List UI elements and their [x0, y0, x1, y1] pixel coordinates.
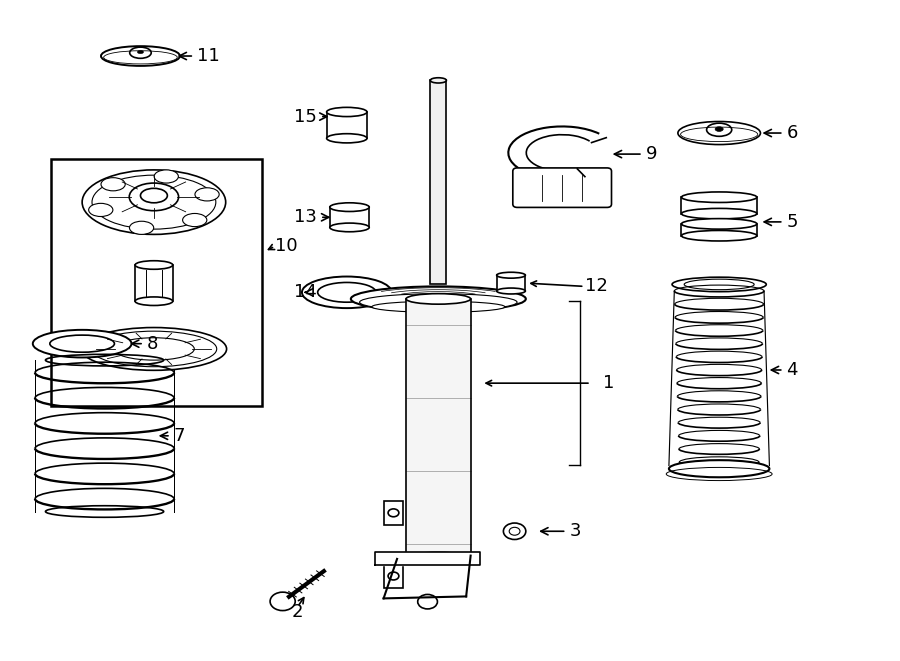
Ellipse shape: [130, 47, 151, 58]
Ellipse shape: [329, 223, 369, 232]
Text: 1: 1: [602, 374, 614, 392]
Ellipse shape: [91, 331, 217, 367]
FancyBboxPatch shape: [513, 168, 611, 208]
Text: 6: 6: [764, 124, 797, 142]
Bar: [135, 265, 173, 301]
Text: 5: 5: [764, 213, 798, 231]
Text: 14: 14: [294, 284, 317, 301]
Ellipse shape: [140, 188, 167, 203]
Ellipse shape: [681, 231, 757, 241]
Ellipse shape: [681, 192, 757, 202]
Ellipse shape: [154, 170, 178, 183]
Text: 7: 7: [160, 427, 185, 445]
Bar: [681, 197, 757, 214]
Text: 2: 2: [292, 603, 303, 621]
Ellipse shape: [81, 328, 227, 370]
Bar: [681, 224, 757, 236]
Text: 3: 3: [541, 522, 580, 540]
Ellipse shape: [669, 460, 770, 477]
Text: 12: 12: [585, 278, 608, 295]
Ellipse shape: [50, 335, 114, 352]
Ellipse shape: [360, 293, 518, 311]
Bar: [50, 159, 263, 407]
Ellipse shape: [678, 122, 760, 145]
Bar: [383, 564, 403, 588]
Ellipse shape: [82, 170, 226, 235]
Ellipse shape: [183, 214, 207, 227]
Text: 15: 15: [294, 108, 327, 126]
Bar: [383, 501, 403, 525]
Text: 11: 11: [179, 47, 220, 65]
Ellipse shape: [372, 301, 505, 312]
Bar: [327, 112, 367, 138]
Ellipse shape: [270, 592, 295, 611]
Ellipse shape: [681, 208, 757, 219]
Ellipse shape: [130, 221, 154, 235]
Ellipse shape: [89, 204, 112, 217]
Ellipse shape: [32, 330, 131, 358]
Ellipse shape: [329, 203, 369, 212]
Ellipse shape: [318, 282, 376, 302]
Ellipse shape: [430, 78, 446, 83]
Ellipse shape: [351, 286, 526, 311]
Ellipse shape: [497, 288, 526, 294]
Polygon shape: [374, 553, 480, 565]
Ellipse shape: [503, 523, 526, 539]
Ellipse shape: [130, 183, 178, 211]
Ellipse shape: [681, 219, 757, 229]
Text: 13: 13: [294, 208, 328, 226]
Ellipse shape: [135, 297, 173, 305]
Ellipse shape: [497, 272, 526, 278]
Ellipse shape: [92, 175, 216, 229]
Text: 8: 8: [131, 334, 158, 353]
Ellipse shape: [327, 107, 367, 116]
Ellipse shape: [302, 276, 392, 308]
Text: 4: 4: [771, 361, 798, 379]
Bar: [497, 275, 526, 291]
Bar: [406, 299, 471, 558]
Ellipse shape: [101, 178, 125, 191]
Ellipse shape: [684, 279, 754, 290]
Text: 10: 10: [275, 237, 298, 255]
Ellipse shape: [672, 277, 766, 292]
Ellipse shape: [406, 553, 471, 563]
Bar: [329, 207, 369, 227]
Ellipse shape: [138, 50, 144, 54]
Ellipse shape: [327, 134, 367, 143]
Bar: [430, 81, 446, 284]
Ellipse shape: [406, 293, 471, 304]
Ellipse shape: [706, 123, 732, 136]
Ellipse shape: [716, 127, 724, 132]
Ellipse shape: [195, 188, 220, 201]
Ellipse shape: [101, 46, 180, 66]
Ellipse shape: [113, 338, 194, 360]
Ellipse shape: [135, 260, 173, 269]
Text: 9: 9: [615, 145, 657, 163]
